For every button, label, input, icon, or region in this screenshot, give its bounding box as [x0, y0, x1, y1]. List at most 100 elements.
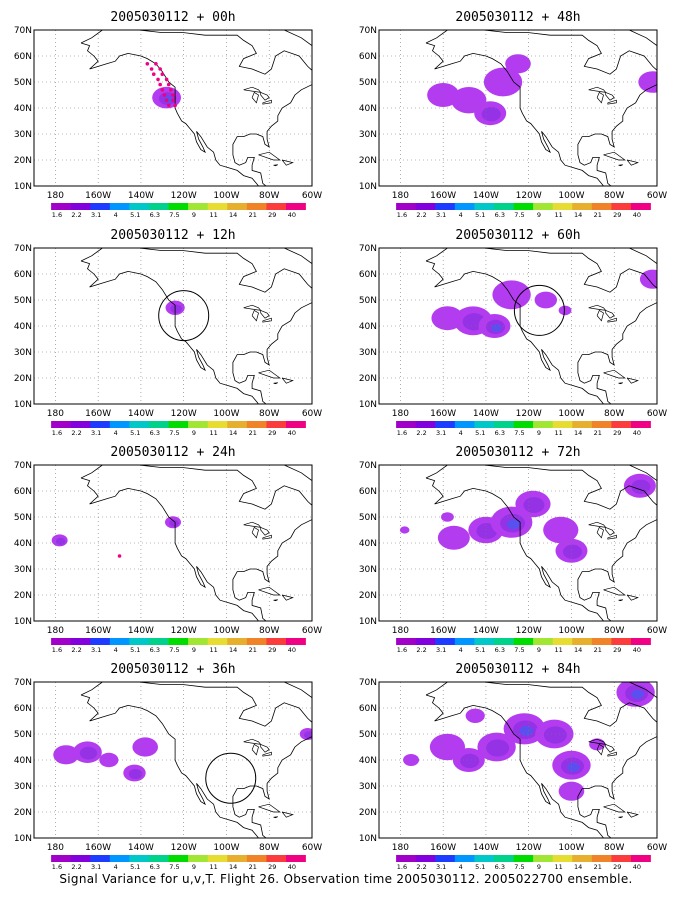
x-tick-label: 140W: [473, 409, 499, 419]
lake-outline: [607, 317, 617, 323]
colorbar-swatch: [513, 203, 534, 210]
y-tick-label: 70N: [14, 461, 32, 471]
colorbar-swatch: [396, 638, 416, 645]
colorbar-swatch: [572, 638, 593, 645]
colorbar-label: 21: [594, 211, 602, 219]
observation-dot: [164, 77, 169, 82]
y-tick-label: 30N: [359, 348, 377, 358]
colorbar-swatch: [591, 421, 612, 428]
colorbar-swatch: [129, 638, 150, 645]
colorbar-label: 3.1: [91, 211, 101, 219]
map-area: [34, 30, 312, 186]
variance-area: [99, 752, 119, 768]
y-tick-label: 20N: [14, 591, 32, 601]
colorbar-label: 3.1: [91, 863, 101, 870]
colorbar-label: 1.6: [397, 863, 407, 870]
y-tick-label: 50N: [14, 78, 32, 88]
colorbar-label: 4: [459, 211, 463, 219]
colorbar-swatch: [70, 638, 91, 645]
colorbar-label: 4: [459, 646, 463, 654]
colorbar-label: 11: [554, 429, 562, 437]
map-area: [34, 248, 312, 404]
x-tick-label: 80W: [604, 409, 624, 419]
colorbar-swatch: [148, 421, 169, 428]
colorbar-swatch: [474, 855, 495, 862]
colorbar-label: 11: [209, 646, 217, 654]
colorbar-swatch: [188, 855, 209, 862]
x-tick-label: 180: [392, 191, 409, 201]
colorbar-swatch: [286, 855, 306, 862]
y-tick-label: 10N: [14, 617, 32, 627]
y-tick-label: 40N: [14, 756, 32, 766]
y-tick-label: 70N: [359, 244, 377, 254]
observation-dot: [149, 67, 154, 71]
colorbar-label: 6.3: [495, 863, 505, 870]
observation-dot: [171, 98, 175, 102]
island-outline: [626, 811, 639, 818]
colorbar-swatch: [207, 203, 228, 210]
colorbar-swatch: [611, 421, 632, 428]
y-tick-label: 70N: [359, 461, 377, 471]
map-background: [34, 465, 312, 621]
x-tick-label: 180: [392, 409, 409, 419]
colorbar-swatch: [415, 855, 436, 862]
x-tick-label: 80W: [259, 409, 279, 419]
lake-outline: [260, 744, 270, 753]
lake-outline: [251, 743, 259, 756]
colorbar-label: 11: [554, 211, 562, 219]
colorbar-swatch: [454, 638, 475, 645]
colorbar-label: 9: [537, 646, 541, 654]
colorbar-swatch: [552, 203, 573, 210]
map-panel: 2005030112 + 00h 10N 20N 30N 40N 50N 60N 70N 180…: [14, 10, 322, 219]
variance-area: [589, 738, 606, 751]
y-tick-label: 10N: [359, 834, 377, 844]
x-tick-label: 140W: [473, 843, 499, 853]
variance-area: [523, 497, 545, 513]
colorbar-swatch: [591, 203, 612, 210]
colorbar-swatch: [207, 638, 228, 645]
x-tick-label: 60W: [302, 191, 322, 201]
colorbar-label: 3.1: [436, 646, 446, 654]
colorbar-swatch: [90, 638, 111, 645]
observation-dot: [151, 72, 156, 76]
lake-outline: [596, 309, 604, 322]
y-tick-label: 20N: [14, 808, 32, 818]
variance-area: [639, 269, 657, 289]
coastline: [425, 465, 657, 621]
observation-dot: [166, 103, 171, 108]
colorbar-label: 7.5: [169, 211, 179, 219]
colorbar-swatch: [435, 421, 456, 428]
colorbar-swatch: [129, 855, 150, 862]
variance-area: [505, 54, 531, 74]
colorbar-label: 5.1: [475, 646, 485, 654]
y-tick-label: 50N: [359, 730, 377, 740]
colorbar-swatch: [513, 421, 534, 428]
colorbar-label: 4: [114, 646, 118, 654]
variance-area: [631, 479, 651, 494]
colorbar-swatch: [396, 421, 416, 428]
colorbar-swatch: [70, 421, 91, 428]
panel-title: 2005030112 + 60h: [455, 228, 580, 243]
variance-peak: [506, 519, 521, 530]
x-tick-label: 140W: [128, 191, 154, 201]
colorbar-swatch: [227, 638, 248, 645]
observation-dot: [156, 77, 160, 82]
colorbar-swatch: [611, 203, 632, 210]
y-tick-label: 50N: [14, 730, 32, 740]
colorbar-label: 2.2: [71, 646, 81, 654]
verification-circle: [205, 752, 257, 804]
map-frame: [378, 29, 658, 187]
x-tick-label: 120W: [171, 843, 197, 853]
colorbar-label: 6.3: [150, 211, 160, 219]
x-tick-label: 120W: [171, 626, 197, 636]
colorbar-label: 21: [594, 863, 602, 870]
lake-outline: [588, 304, 607, 311]
map-area: [34, 465, 312, 621]
island-outline: [281, 811, 294, 818]
coastline: [629, 682, 657, 699]
colorbar-swatch: [631, 203, 651, 210]
variance-area: [534, 291, 557, 309]
y-tick-label: 60N: [359, 270, 377, 280]
coastline: [284, 682, 312, 699]
lake-outline: [260, 310, 270, 319]
